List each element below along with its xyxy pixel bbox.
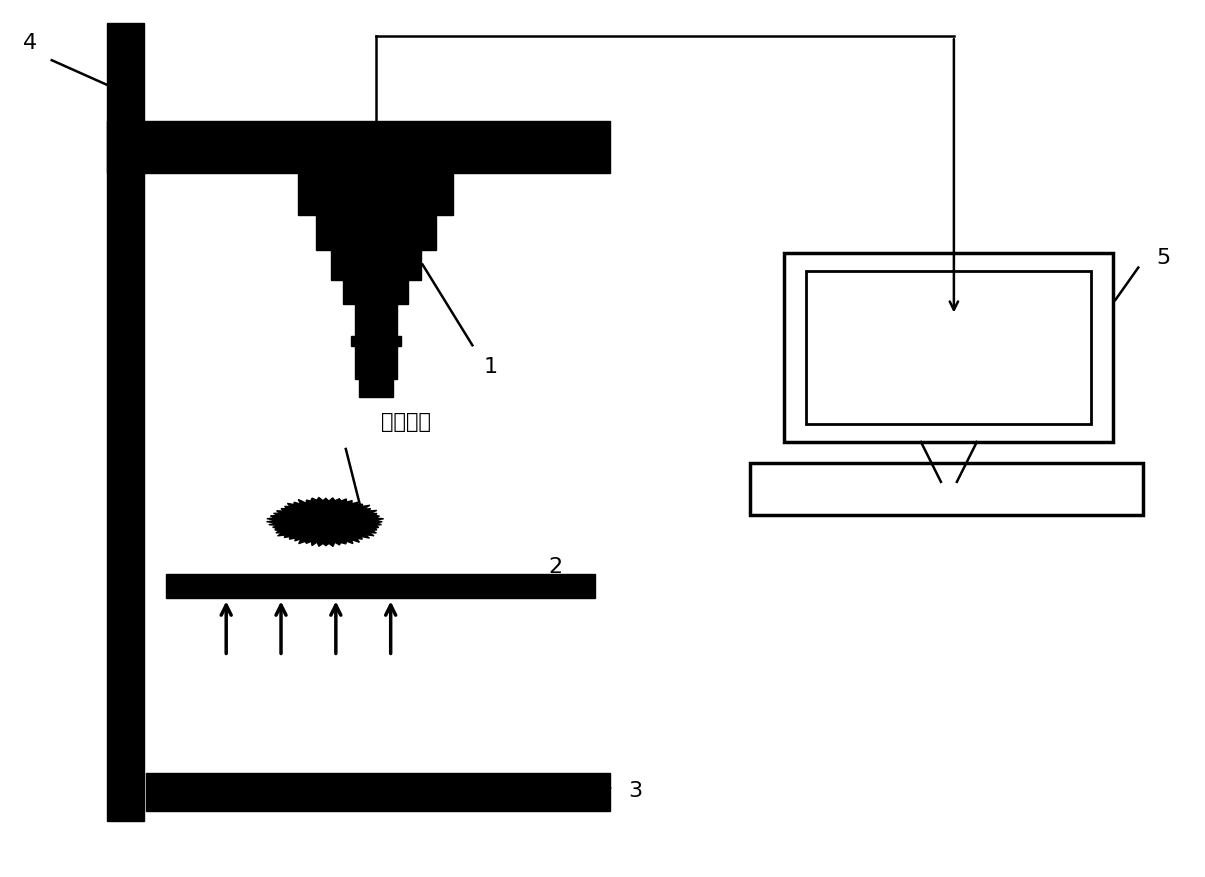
Bar: [316, 215, 435, 250]
Bar: [166, 574, 595, 598]
Text: 5: 5: [1156, 247, 1170, 267]
Bar: [147, 773, 610, 811]
Bar: [354, 304, 396, 379]
Text: 4: 4: [23, 33, 37, 53]
Bar: [359, 379, 393, 397]
Bar: [331, 250, 421, 280]
Bar: [106, 24, 145, 821]
Bar: [806, 270, 1092, 424]
Bar: [750, 463, 1144, 515]
Bar: [351, 336, 400, 346]
Bar: [784, 253, 1113, 442]
Bar: [106, 121, 610, 173]
Bar: [299, 173, 453, 215]
Polygon shape: [266, 497, 383, 546]
Text: 3: 3: [628, 781, 642, 801]
Text: 待测齿轮: 待测齿轮: [381, 412, 430, 432]
Bar: [343, 280, 408, 304]
Text: 1: 1: [483, 357, 498, 377]
Text: 2: 2: [548, 557, 563, 576]
